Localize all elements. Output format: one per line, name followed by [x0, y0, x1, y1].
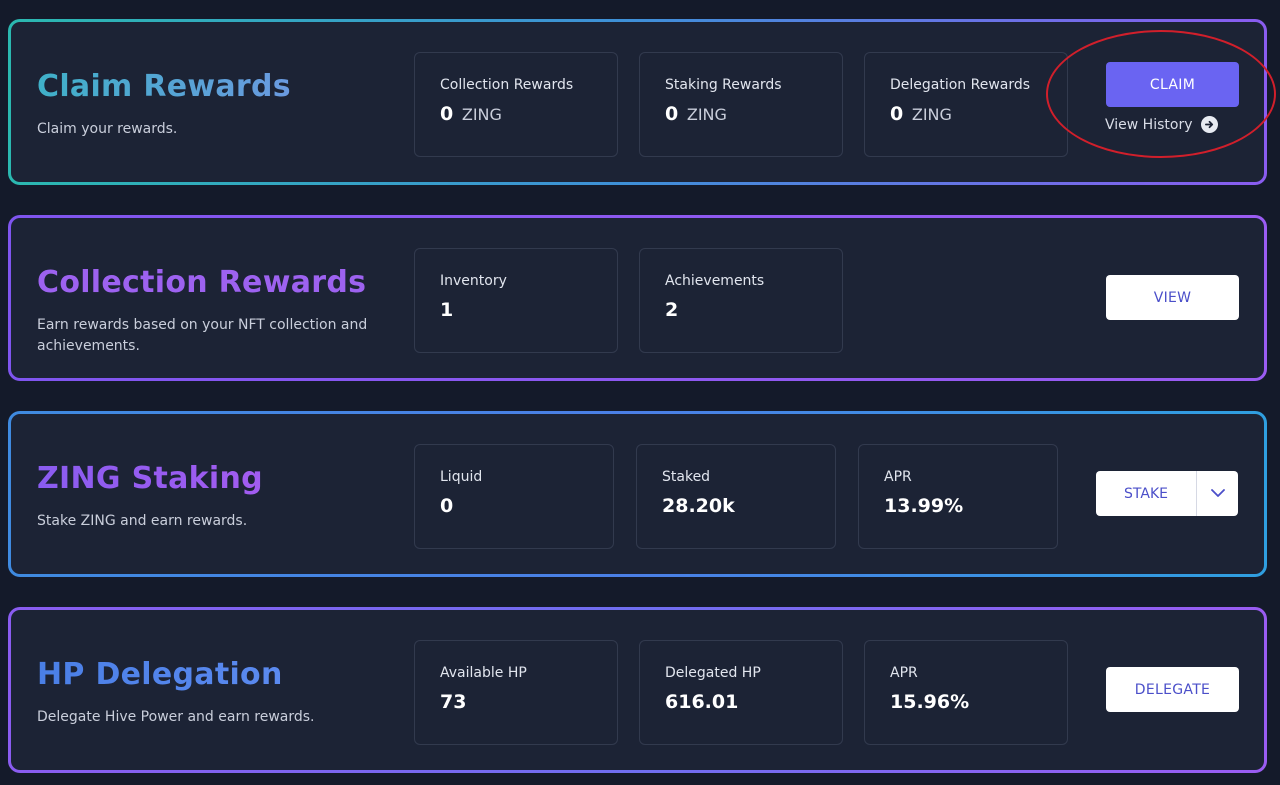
claim-rewards-title: Claim Rewards [37, 69, 291, 104]
stat-value: 0 ZING [440, 103, 617, 125]
collection-rewards-title: Collection Rewards [37, 265, 367, 300]
stat-label: Inventory [440, 273, 507, 289]
view-history-label: View History [1105, 116, 1193, 133]
delegated-hp-stat: Delegated HP 616.01 [639, 640, 843, 745]
stat-value: 1 [440, 299, 454, 321]
available-hp-stat: Available HP 73 [414, 640, 618, 745]
chevron-down-icon [1210, 489, 1225, 497]
zing-staking-title: ZING Staking [37, 461, 263, 496]
hp-delegation-card: HP Delegation Delegate Hive Power and ea… [8, 607, 1267, 773]
hp-delegation-title: HP Delegation [37, 657, 283, 692]
stat-number: 0 [890, 103, 904, 125]
stat-value: 28.20k [662, 495, 735, 517]
achievements-stat: Achievements 2 [639, 248, 843, 353]
claim-button[interactable]: CLAIM [1106, 62, 1239, 107]
liquid-stat: Liquid 0 [414, 444, 614, 549]
stat-label: Collection Rewards [440, 77, 574, 93]
stat-value: 2 [665, 299, 679, 321]
collection-rewards-card: Collection Rewards Earn rewards based on… [8, 215, 1267, 381]
stat-label: Liquid [440, 469, 483, 485]
stat-label: Delegation Rewards [890, 77, 1031, 93]
arrow-right-circle-icon [1201, 116, 1219, 133]
stat-unit: ZING [911, 105, 952, 124]
stake-dropdown-toggle[interactable] [1196, 471, 1238, 516]
claim-rewards-card: Claim Rewards Claim your rewards. Collec… [8, 19, 1267, 185]
stat-label: Staking Rewards [665, 77, 782, 93]
stat-number: 0 [440, 103, 454, 125]
inventory-stat: Inventory 1 [414, 248, 618, 353]
stake-split-button: STAKE [1096, 471, 1238, 516]
claim-rewards-subtitle: Claim your rewards. [37, 121, 178, 137]
collection-rewards-stat: Collection Rewards 0 ZING [414, 52, 618, 157]
stat-value: 0 ZING [890, 103, 1067, 125]
stat-label: Delegated HP [665, 665, 761, 681]
stat-label: Staked [662, 469, 711, 485]
stat-label: Achievements [665, 273, 765, 289]
stat-unit: ZING [461, 105, 502, 124]
stat-label: Available HP [440, 665, 527, 681]
stat-value: 616.01 [665, 691, 739, 713]
stat-value: 73 [440, 691, 467, 713]
delegation-rewards-stat: Delegation Rewards 0 ZING [864, 52, 1068, 157]
stat-value: 13.99% [884, 495, 964, 517]
delegate-button[interactable]: DELEGATE [1106, 667, 1239, 712]
zing-staking-subtitle: Stake ZING and earn rewards. [37, 513, 248, 529]
hp-delegation-subtitle: Delegate Hive Power and earn rewards. [37, 709, 315, 725]
stat-value: 0 [440, 495, 454, 517]
collection-rewards-subtitle: Earn rewards based on your NFT collectio… [37, 317, 368, 354]
stat-value: 0 ZING [665, 103, 842, 125]
stat-value: 15.96% [890, 691, 970, 713]
staking-rewards-stat: Staking Rewards 0 ZING [639, 52, 843, 157]
stake-button[interactable]: STAKE [1124, 485, 1168, 502]
staked-stat: Staked 28.20k [636, 444, 836, 549]
stat-unit: ZING [686, 105, 727, 124]
stat-number: 0 [665, 103, 679, 125]
view-button[interactable]: VIEW [1106, 275, 1239, 320]
stat-label: APR [884, 469, 912, 485]
stat-label: APR [890, 665, 918, 681]
view-history-link[interactable]: View History [1105, 116, 1219, 133]
delegation-apr-stat: APR 15.96% [864, 640, 1068, 745]
zing-staking-card: ZING Staking Stake ZING and earn rewards… [8, 411, 1267, 577]
staking-apr-stat: APR 13.99% [858, 444, 1058, 549]
